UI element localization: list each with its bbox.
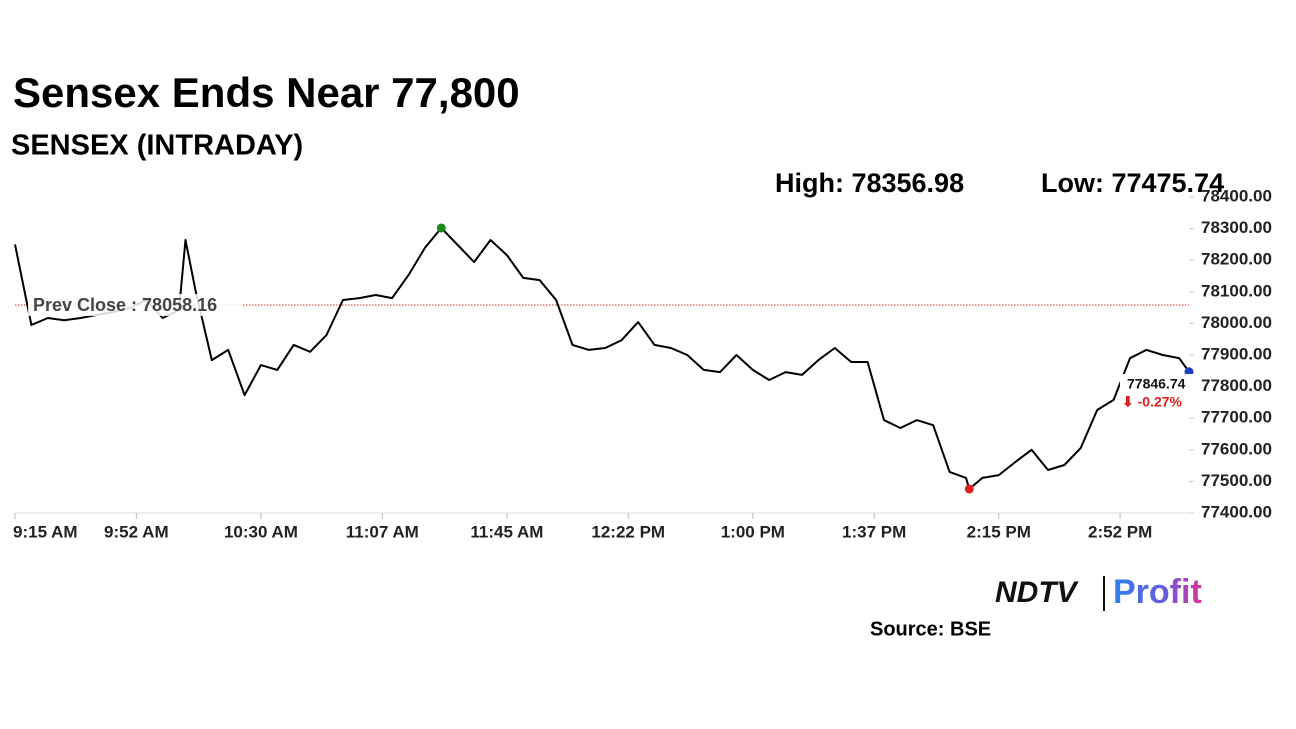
prev-close-label: Prev Close : 78058.16 xyxy=(33,295,217,315)
x-tick-label: 1:37 PM xyxy=(842,522,906,541)
x-tick-label: 2:52 PM xyxy=(1088,522,1152,541)
y-tick-label: 78200.00 xyxy=(1201,250,1272,269)
y-tick-label: 78300.00 xyxy=(1201,218,1272,237)
y-tick-label: 78100.00 xyxy=(1201,281,1272,300)
x-tick-label: 10:30 AM xyxy=(224,522,298,541)
last-label: 77846.74 xyxy=(1127,376,1186,392)
y-tick-label: 77700.00 xyxy=(1201,408,1272,427)
last-dot xyxy=(1184,367,1194,377)
y-tick-label: 78000.00 xyxy=(1201,313,1272,332)
y-tick-label: 77800.00 xyxy=(1201,376,1272,395)
chart-subtitle: SENSEX (INTRADAY) xyxy=(11,130,303,162)
y-tick-label: 77500.00 xyxy=(1201,471,1272,490)
chart-title: Sensex Ends Near 77,800 xyxy=(13,69,520,116)
brand-ndtv: NDTV xyxy=(995,576,1080,609)
x-tick-label: 11:45 AM xyxy=(470,522,543,541)
x-tick-label: 11:07 AM xyxy=(346,522,419,541)
source: Source: BSE xyxy=(870,618,991,640)
prev-close-label-bg xyxy=(28,294,242,317)
price-line xyxy=(14,227,1190,490)
x-tick-label: 1:00 PM xyxy=(721,522,785,541)
y-tick-label: 77600.00 xyxy=(1201,439,1272,458)
high-dot xyxy=(436,223,446,233)
change-label: ⬇ -0.27% xyxy=(1122,394,1183,410)
x-tick-label: 2:15 PM xyxy=(967,522,1031,541)
y-tick-label: 77400.00 xyxy=(1201,502,1272,521)
y-tick-label: 78400.00 xyxy=(1201,186,1272,205)
y-tick-label: 77900.00 xyxy=(1201,344,1272,363)
brand-profit: Profit xyxy=(1113,573,1202,611)
x-tick-label: 9:15 AM xyxy=(13,522,78,541)
x-tick-label: 9:52 AM xyxy=(104,522,169,541)
last-label-bg xyxy=(1120,374,1200,412)
low-dot xyxy=(964,484,974,494)
high-label: High: 78356.98 xyxy=(775,168,964,198)
x-tick-label: 12:22 PM xyxy=(591,522,665,541)
low-label: Low: 77475.74 xyxy=(1041,168,1224,198)
